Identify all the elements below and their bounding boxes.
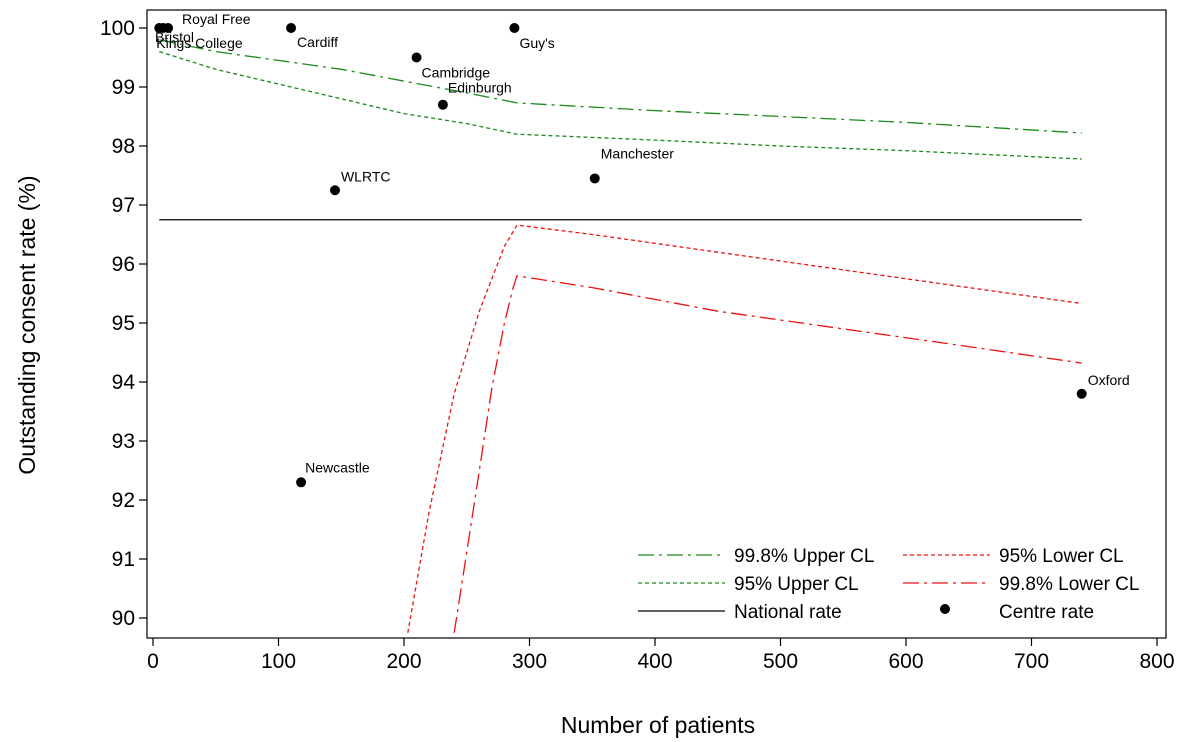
x-axis: 0 100 200 300 400 500 600 700 800 — [147, 638, 1175, 673]
x-tick-label: 500 — [763, 650, 798, 673]
centre-point — [154, 23, 165, 33]
centre-label: Bristol — [155, 29, 194, 45]
centre-point — [329, 185, 340, 196]
series-line-99-8-upper-cl — [159, 39, 1082, 134]
x-tick-label: 100 — [261, 650, 296, 673]
centre-label: WLRTC — [341, 168, 391, 184]
y-tick-label: 97 — [112, 194, 135, 217]
x-tick-label: 200 — [386, 650, 421, 673]
legend-label: 99.8% Lower CL — [999, 574, 1139, 595]
y-tick-label: 90 — [112, 607, 135, 630]
series-line-95-upper-cl — [159, 50, 1082, 160]
control-limit-lines — [159, 39, 1082, 633]
x-tick-label: 0 — [147, 650, 159, 673]
y-tick-label: 98 — [112, 135, 135, 158]
legend-label: 95% Upper CL — [734, 574, 859, 595]
y-axis: 90 91 92 93 94 95 96 97 98 99 100 — [100, 17, 147, 630]
y-tick-label: 93 — [112, 430, 135, 453]
x-tick-label: 600 — [888, 650, 923, 673]
x-tick-label: 400 — [637, 650, 672, 673]
y-tick-label: 94 — [112, 371, 136, 394]
centre-point — [589, 173, 600, 184]
centre-label: Cardiff — [297, 34, 338, 50]
centre-point — [509, 23, 520, 33]
centre-point — [296, 477, 307, 488]
centre-label: Kings College — [156, 35, 243, 51]
plot-frame — [146, 9, 1167, 639]
legend-label: 99.8% Upper CL — [734, 546, 874, 567]
centre-label: Guy's — [519, 35, 554, 51]
x-tick-label: 800 — [1139, 650, 1174, 673]
centre-label: Newcastle — [305, 459, 370, 475]
y-tick-label: 92 — [112, 489, 135, 512]
centre-point — [286, 23, 297, 33]
centre-point — [411, 52, 422, 63]
legend-swatch — [940, 604, 950, 614]
legend: 99.8% Upper CL 95% Lower CL 95% Upper CL 99… — [638, 546, 1139, 623]
centre-label: Royal Free — [182, 11, 251, 27]
x-tick-label: 700 — [1014, 650, 1049, 673]
y-axis-title: Outstanding consent rate (%) — [14, 175, 40, 474]
x-tick-label: 300 — [512, 650, 547, 673]
legend-label: 95% Lower CL — [999, 546, 1124, 567]
x-axis-title: Number of patients — [561, 712, 755, 738]
y-tick-label: 91 — [112, 548, 135, 571]
centre-point — [437, 99, 448, 110]
centre-label: Manchester — [601, 145, 674, 161]
centre-label: Oxford — [1088, 372, 1130, 388]
centre-label: Cambridge — [422, 65, 491, 81]
y-tick-label: 99 — [112, 76, 135, 99]
centre-label: Edinburgh — [448, 80, 512, 96]
y-tick-label: 96 — [112, 253, 135, 276]
series-line-99-8-lower-cl — [453, 275, 1082, 633]
series-line-95-lower-cl — [407, 224, 1082, 633]
centre-point — [1076, 388, 1087, 399]
legend-label: National rate — [734, 602, 842, 623]
y-tick-label: 100 — [100, 17, 135, 40]
y-tick-label: 95 — [112, 312, 135, 335]
legend-label: Centre rate — [999, 602, 1094, 623]
